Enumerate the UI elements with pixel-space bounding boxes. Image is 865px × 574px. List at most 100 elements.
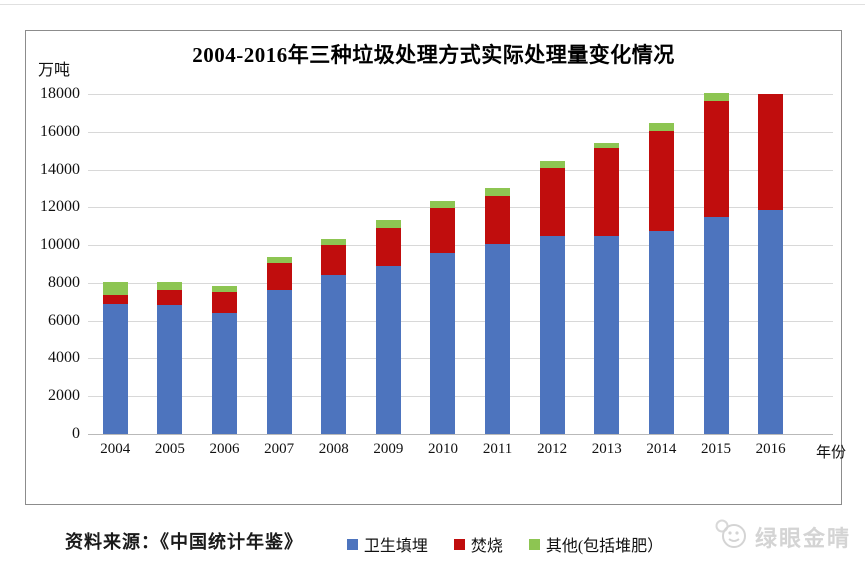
x-tick-label-2012: 2012 [537, 441, 568, 457]
bar-2010 [430, 201, 456, 434]
y-tick-label-12000: 12000 [40, 198, 80, 216]
y-tick-label-2000: 2000 [48, 387, 80, 405]
bar-2005-segment-other [157, 281, 183, 290]
bar-slot-2006 [197, 94, 252, 434]
legend-swatch-landfill [346, 538, 358, 550]
y-tick-label-6000: 6000 [48, 311, 80, 329]
y-tick-label-18000: 18000 [40, 85, 80, 102]
bar-slot-2015 [689, 93, 744, 434]
legend-label-landfill: 卫生填埋 [363, 538, 428, 555]
gridline-2000 [88, 396, 833, 398]
bar-2009-segment-landfill [375, 266, 401, 434]
bar-2007 [266, 256, 292, 434]
gridline-14000 [88, 169, 833, 171]
top-divider [0, 4, 865, 5]
bar-2015-segment-landfill [703, 217, 729, 434]
bar-slot-2012 [525, 94, 580, 434]
bar-2009-segment-other [375, 220, 401, 228]
bar-2013-segment-landfill [594, 235, 620, 434]
legend-item-other: 其他(包括堆肥） [528, 532, 664, 556]
legend-label-incineration: 焚烧 [470, 538, 503, 555]
bar-2014 [648, 123, 674, 434]
bar-2011-segment-other [485, 188, 511, 197]
y-tick-label-10000: 10000 [40, 236, 80, 254]
bar-2010-segment-incineration [430, 208, 456, 253]
bar-2013-segment-other [594, 142, 620, 149]
bar-slot-2009 [361, 94, 416, 434]
x-tick-label-2008: 2008 [318, 441, 349, 457]
bar-2006-segment-other [212, 285, 238, 292]
bar-2011-segment-incineration [485, 196, 511, 245]
gridline-10000 [88, 245, 833, 247]
bar-2006 [212, 285, 238, 434]
y-tick-label-0: 0 [72, 425, 80, 442]
chart-title: 2004-2016年三种垃圾处理方式实际处理量变化情况 [192, 43, 675, 67]
x-axis-title: 年份 [816, 445, 847, 461]
bar-2012-segment-landfill [539, 235, 565, 434]
bar-2009-segment-incineration [375, 227, 401, 267]
bar-2012-segment-other [539, 160, 565, 169]
bar-2004-segment-incineration [102, 295, 128, 304]
bar-2007-segment-other [266, 256, 292, 263]
bar-2004-segment-landfill [102, 303, 128, 434]
chart-frame: 2004-2016年三种垃圾处理方式实际处理量变化情况 万吨 18000 1600… [25, 30, 846, 555]
watermark-logo-icon [712, 518, 750, 556]
bar-2011 [485, 188, 511, 434]
bar-2014-segment-landfill [648, 230, 674, 434]
legend-swatch-other [528, 538, 540, 550]
y-tick-label-4000: 4000 [48, 349, 80, 367]
watermark: 绿眼金晴 [712, 518, 851, 556]
bar-2004-segment-other [102, 282, 128, 296]
x-tick-label-2014: 2014 [646, 441, 677, 457]
x-tick-label-2007: 2007 [264, 441, 295, 457]
bar-2016-segment-landfill [758, 209, 784, 434]
bar-2010-segment-other [430, 201, 456, 209]
x-tick-label-2010: 2010 [427, 441, 458, 457]
bar-slot-2008 [306, 94, 361, 434]
bar-2016-segment-incineration [758, 94, 784, 210]
x-tick-label-2011: 2011 [482, 441, 513, 457]
bar-2011-segment-landfill [485, 244, 511, 434]
y-tick-label-14000: 14000 [40, 160, 80, 178]
bar-2010-segment-landfill [430, 253, 456, 434]
bar-2015 [703, 93, 729, 434]
bar-2016 [758, 94, 784, 434]
x-tick-label-2015: 2015 [701, 441, 731, 457]
gridline-6000 [88, 320, 833, 322]
bar-2005-segment-incineration [157, 289, 183, 305]
bar-slot-2005 [143, 94, 198, 434]
bar-2009 [375, 220, 401, 434]
x-tick-label-2016: 2016 [755, 441, 786, 457]
bar-2008-segment-other [321, 239, 347, 246]
legend-item-landfill: 卫生填埋 [346, 532, 428, 556]
bar-2014-segment-incineration [648, 130, 674, 231]
bar-2005 [157, 281, 183, 434]
gridline-16000 [88, 131, 833, 133]
bar-2013 [594, 142, 620, 434]
plot-area: 18000 16000 14000 12000 10000 8000 6000 4000 200… [40, 85, 846, 555]
x-tick-label-2005: 2005 [154, 441, 185, 457]
bar-2008-segment-incineration [321, 245, 347, 275]
bar-2005-segment-landfill [157, 304, 183, 434]
bar-2008-segment-landfill [321, 275, 347, 434]
bar-2007-segment-landfill [266, 289, 292, 434]
y-tick-label-16000: 16000 [40, 122, 80, 140]
bar-slot-2016 [743, 94, 798, 434]
watermark-text: 绿眼金晴 [754, 526, 851, 551]
source-caption: 资料来源：《中国统计年鉴》 [65, 532, 303, 552]
bar-slot-2010 [416, 94, 471, 434]
bar-2004 [102, 282, 128, 434]
bar-2015-segment-other [703, 93, 729, 102]
bar-2012-segment-incineration [539, 168, 565, 236]
x-tick-label-2009: 2009 [373, 441, 404, 457]
x-tick-label-2013: 2013 [591, 441, 622, 457]
gridline-18000 [88, 94, 833, 95]
legend-label-other: 其他(包括堆肥） [545, 538, 664, 555]
gridline-0 [88, 434, 833, 435]
bar-2008 [321, 239, 347, 434]
x-tick-label-2004: 2004 [100, 441, 131, 457]
bar-slot-2014 [634, 94, 689, 434]
bar-slot-2004 [88, 94, 143, 434]
bar-2006-segment-landfill [212, 312, 238, 434]
